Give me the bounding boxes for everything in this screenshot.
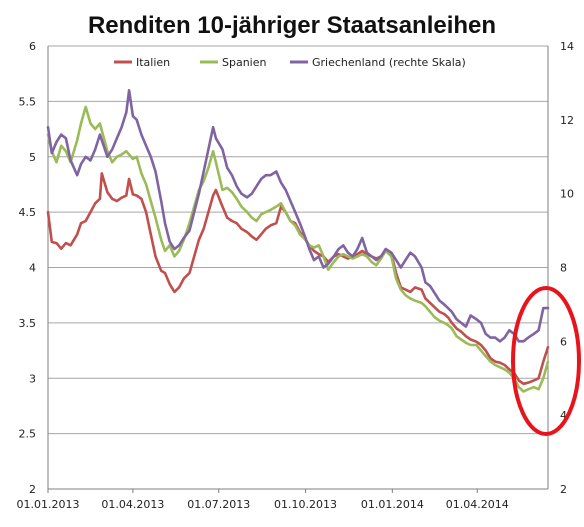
axis-layer: 2 2.5 3 3.5 4 4.5 5 5.5 6 2 4 6 8 10 12 14 01.01.2013 01.… [17, 40, 574, 511]
y-left-tick-label: 4 [29, 262, 36, 275]
series-line [46, 105, 550, 393]
x-tick-label: 01.01.2014 [361, 498, 424, 511]
x-tick-label: 01.01.2013 [17, 498, 80, 511]
x-tick-label: 01.04.2014 [446, 498, 509, 511]
y-right-tick-label: 4 [560, 409, 567, 422]
annotation-layer [511, 286, 581, 436]
y-left-tick-label: 3.5 [19, 317, 37, 330]
highlight-ellipse [511, 286, 581, 436]
y-left-tick-label: 2 [29, 483, 36, 496]
y-right-tick-label: 2 [560, 483, 567, 496]
y-left-tick-label: 6 [29, 40, 36, 53]
y-right-tick-label: 10 [560, 188, 574, 201]
y-right-tick-label: 12 [560, 114, 574, 127]
series-line [46, 89, 550, 343]
legend-label: Italien [136, 56, 170, 69]
y-right-tick-label: 6 [560, 335, 567, 348]
y-left-tick-label: 3 [29, 372, 36, 385]
series-line [46, 172, 550, 386]
series-layer [46, 89, 550, 393]
chart-title: Renditen 10-jähriger Staatsanleihen [88, 12, 496, 39]
x-tick-label: 01.07.2013 [187, 498, 250, 511]
x-tick-label: 01.10.2013 [274, 498, 337, 511]
y-left-tick-label: 4.5 [19, 206, 37, 219]
legend-label: Griechenland (rechte Skala) [312, 56, 466, 69]
y-right-tick-label: 8 [560, 262, 567, 275]
x-tick-label: 01.04.2013 [101, 498, 164, 511]
y-left-tick-label: 5 [29, 151, 36, 164]
legend-label: Spanien [222, 56, 267, 69]
y-left-tick-label: 5.5 [19, 95, 37, 108]
y-right-tick-label: 14 [560, 40, 574, 53]
legend: Italien Spanien Griechenland (rechte Skala… [114, 56, 466, 69]
y-left-tick-label: 2.5 [19, 428, 37, 441]
grid-layer [48, 45, 548, 435]
